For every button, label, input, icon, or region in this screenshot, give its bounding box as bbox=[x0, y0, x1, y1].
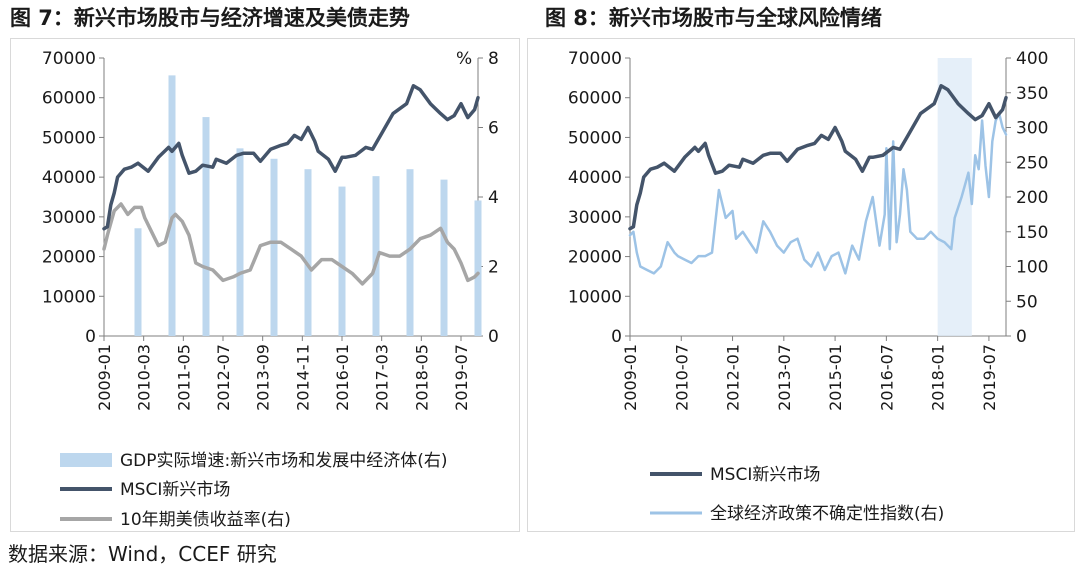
fig7-right-tick-label: 0 bbox=[488, 327, 499, 347]
fig8-x-tick-label: 2009-01 bbox=[621, 344, 640, 411]
source-note: 数据来源：Wind，CCEF 研究 bbox=[8, 542, 277, 566]
fig8-epu-line bbox=[628, 112, 1008, 275]
fig8-left-tick-label: 30000 bbox=[568, 208, 622, 228]
fig7-right-unit: % bbox=[456, 49, 472, 69]
fig7-gdp-bar bbox=[168, 75, 176, 336]
fig7-right-tick-label: 8 bbox=[488, 49, 499, 69]
fig7-x-tick-label: 2012-07 bbox=[214, 344, 233, 411]
fig7-left-tick-label: 30000 bbox=[42, 208, 96, 228]
fig8-legend-msci-label: MSCI新兴市场 bbox=[710, 465, 820, 485]
fig7-legend-msci-label: MSCI新兴市场 bbox=[120, 480, 230, 500]
fig8-right-tick-label: 250 bbox=[1016, 153, 1048, 173]
fig7-x-tick-label: 2017-03 bbox=[373, 344, 392, 411]
fig8-left-tick-label: 70000 bbox=[568, 49, 622, 69]
fig7-gdp-bar bbox=[236, 148, 244, 336]
fig8-left-tick-label: 20000 bbox=[568, 248, 622, 268]
fig8-right-tick-label: 300 bbox=[1016, 119, 1048, 139]
fig7-x-tick-label: 2013-09 bbox=[254, 344, 273, 411]
fig7-left-tick-label: 20000 bbox=[42, 248, 96, 268]
fig7-left-tick-label: 10000 bbox=[42, 287, 96, 307]
fig8-x-tick-label: 2013-07 bbox=[775, 344, 794, 411]
fig7-gdp-bar bbox=[270, 158, 278, 336]
fig8-legend-epu-label: 全球经济政策不确定性指数(右) bbox=[710, 504, 944, 524]
fig7-x-tick-label: 2009-01 bbox=[95, 344, 114, 411]
fig8-right-tick-label: 200 bbox=[1016, 188, 1048, 208]
fig7-legend-gdp-swatch bbox=[60, 453, 112, 467]
fig7-right-tick-label: 4 bbox=[488, 188, 499, 208]
fig7-right-tick-label: 2 bbox=[488, 258, 499, 278]
figure7-panel bbox=[10, 38, 520, 532]
fig7-x-tick-label: 2011-05 bbox=[174, 344, 193, 411]
fig8-right-tick-label: 400 bbox=[1016, 49, 1048, 69]
figure8-panel bbox=[527, 38, 1075, 532]
fig8-x-tick-label: 2016-07 bbox=[877, 344, 896, 411]
fig8-msci-line bbox=[628, 84, 1008, 231]
fig8-x-tick-label: 2019-07 bbox=[980, 344, 999, 411]
fig7-x-tick-label: 2018-05 bbox=[412, 344, 431, 411]
fig7-gdp-bar bbox=[440, 179, 448, 336]
fig8-left-tick-label: 40000 bbox=[568, 168, 622, 188]
fig7-gdp-bar bbox=[372, 176, 380, 336]
fig8-right-tick-label: 100 bbox=[1016, 258, 1048, 278]
fig7-legend-ust10y-label: 10年期美债收益率(右) bbox=[120, 510, 291, 530]
fig7-msci-line bbox=[102, 84, 480, 231]
fig8-right-tick-label: 150 bbox=[1016, 223, 1048, 243]
fig7-gdp-bar bbox=[134, 228, 142, 336]
fig7-right-tick-label: 6 bbox=[488, 119, 499, 139]
fig8-shaded-period bbox=[937, 58, 972, 336]
fig7-x-tick-label: 2019-07 bbox=[452, 344, 471, 411]
fig8-left-tick-label: 50000 bbox=[568, 128, 622, 148]
fig7-left-tick-label: 0 bbox=[85, 327, 96, 347]
fig8-left-tick-label: 0 bbox=[611, 327, 622, 347]
fig7-gdp-bar bbox=[406, 169, 414, 336]
fig8-x-tick-label: 2018-01 bbox=[929, 344, 948, 411]
fig7-gdp-bar bbox=[304, 169, 312, 336]
fig8-right-tick-label: 350 bbox=[1016, 84, 1048, 104]
fig7-gdp-bar bbox=[338, 186, 346, 336]
fig7-left-tick-label: 60000 bbox=[42, 89, 96, 109]
fig7-x-tick-label: 2014-11 bbox=[293, 344, 312, 411]
fig7-ust10y-line bbox=[102, 202, 480, 286]
fig7-gdp-bar bbox=[202, 117, 210, 336]
figure8-title: 图 8：新兴市场股市与全球风险情绪 bbox=[545, 6, 882, 30]
fig7-left-tick-label: 70000 bbox=[42, 49, 96, 69]
fig7-left-tick-label: 40000 bbox=[42, 168, 96, 188]
fig8-x-tick-label: 2012-01 bbox=[724, 344, 743, 411]
fig8-left-tick-label: 60000 bbox=[568, 89, 622, 109]
fig7-gdp-bar bbox=[474, 200, 482, 336]
figure7-title: 图 7：新兴市场股市与经济增速及美债走势 bbox=[10, 6, 410, 30]
fig7-legend-gdp-label: GDP实际增速:新兴市场和发展中经济体(右) bbox=[120, 451, 448, 471]
fig8-left-tick-label: 10000 bbox=[568, 287, 622, 307]
fig8-x-tick-label: 2010-07 bbox=[672, 344, 691, 411]
fig8-right-tick-label: 50 bbox=[1016, 292, 1038, 312]
fig7-left-tick-label: 50000 bbox=[42, 128, 96, 148]
fig7-x-tick-label: 2016-01 bbox=[333, 344, 352, 411]
fig8-x-tick-label: 2015-01 bbox=[826, 344, 845, 411]
fig8-right-tick-label: 0 bbox=[1016, 327, 1027, 347]
fig7-x-tick-label: 2010-03 bbox=[135, 344, 154, 411]
